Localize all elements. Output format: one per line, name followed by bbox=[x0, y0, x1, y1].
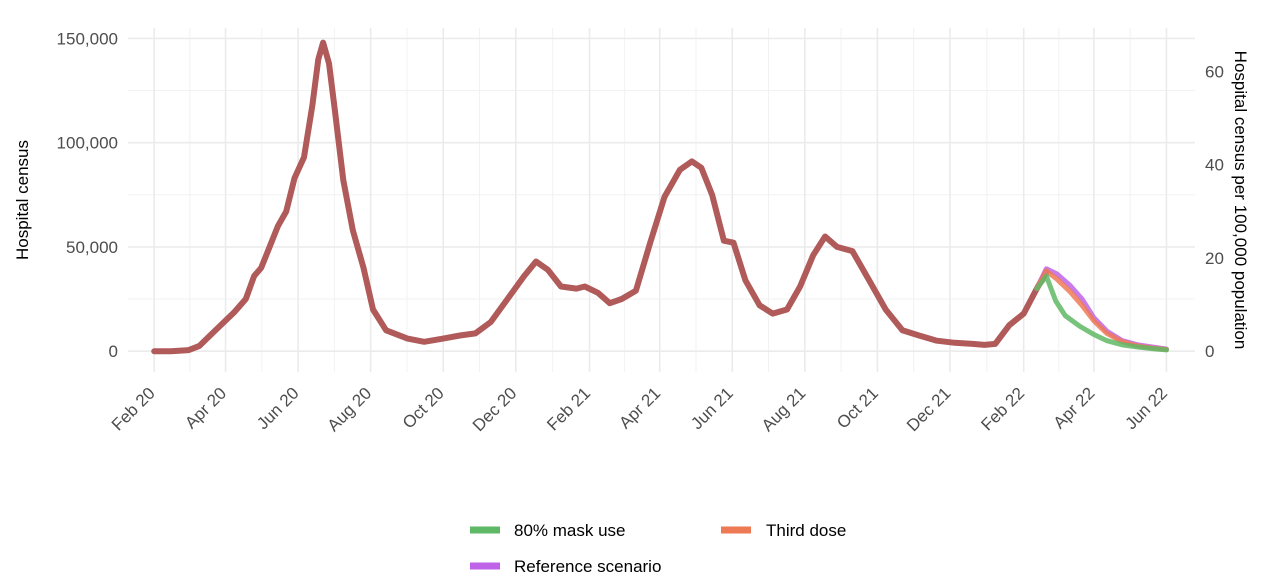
y-tick-label: 150,000 bbox=[57, 29, 118, 48]
x-tick-label: Oct 20 bbox=[399, 384, 448, 433]
x-tick-label: Jun 21 bbox=[687, 384, 737, 434]
series-lines bbox=[151, 39, 1169, 355]
x-tick-label: Dec 21 bbox=[903, 384, 955, 436]
y-axis-left: 0 50,000 100,000 150,000 bbox=[57, 29, 118, 361]
y-right-tick-label: 20 bbox=[1205, 249, 1224, 268]
y-axis-right: 0 20 40 60 bbox=[1205, 62, 1224, 361]
x-tick-label: Apr 21 bbox=[615, 384, 664, 433]
y-right-tick-label: 0 bbox=[1205, 342, 1214, 361]
grid bbox=[128, 28, 1195, 372]
x-tick-label: Dec 20 bbox=[469, 384, 521, 436]
x-tick-label: Apr 22 bbox=[1050, 384, 1099, 433]
legend: 80% mask use Third dose Reference scenar… bbox=[470, 521, 846, 576]
x-tick-label: Aug 21 bbox=[758, 384, 810, 436]
x-tick-label: Jun 20 bbox=[253, 384, 303, 434]
legend-item-reference: Reference scenario bbox=[470, 557, 661, 576]
y-tick-label: 50,000 bbox=[66, 238, 118, 257]
x-tick-label: Oct 21 bbox=[833, 384, 882, 433]
series-line-observed bbox=[151, 39, 1050, 355]
y-axis-title: Hospital census bbox=[13, 140, 32, 260]
x-tick-label: Feb 22 bbox=[977, 384, 1028, 435]
y-tick-label: 0 bbox=[109, 342, 118, 361]
y-axis-right-title: Hospital census per 100,000 population bbox=[1231, 51, 1250, 350]
legend-item-mask: 80% mask use bbox=[470, 521, 626, 540]
x-tick-label: Aug 20 bbox=[324, 384, 376, 436]
series-line-mask bbox=[1034, 273, 1169, 353]
legend-label-mask: 80% mask use bbox=[514, 521, 626, 540]
x-axis: Feb 20 Apr 20 Jun 20 Aug 20 Oct 20 Dec 20 Feb … bbox=[108, 384, 1171, 436]
x-tick-label: Apr 20 bbox=[181, 384, 230, 433]
legend-item-third-dose: Third dose bbox=[721, 521, 846, 540]
y-right-tick-label: 60 bbox=[1205, 62, 1224, 81]
y-tick-label: 100,000 bbox=[57, 134, 118, 153]
x-tick-label: Feb 20 bbox=[108, 384, 159, 435]
x-tick-label: Feb 21 bbox=[543, 384, 594, 435]
y-right-tick-label: 40 bbox=[1205, 156, 1224, 175]
x-tick-label: Jun 22 bbox=[1122, 384, 1172, 434]
legend-label-third-dose: Third dose bbox=[766, 521, 846, 540]
legend-label-reference: Reference scenario bbox=[514, 557, 661, 576]
